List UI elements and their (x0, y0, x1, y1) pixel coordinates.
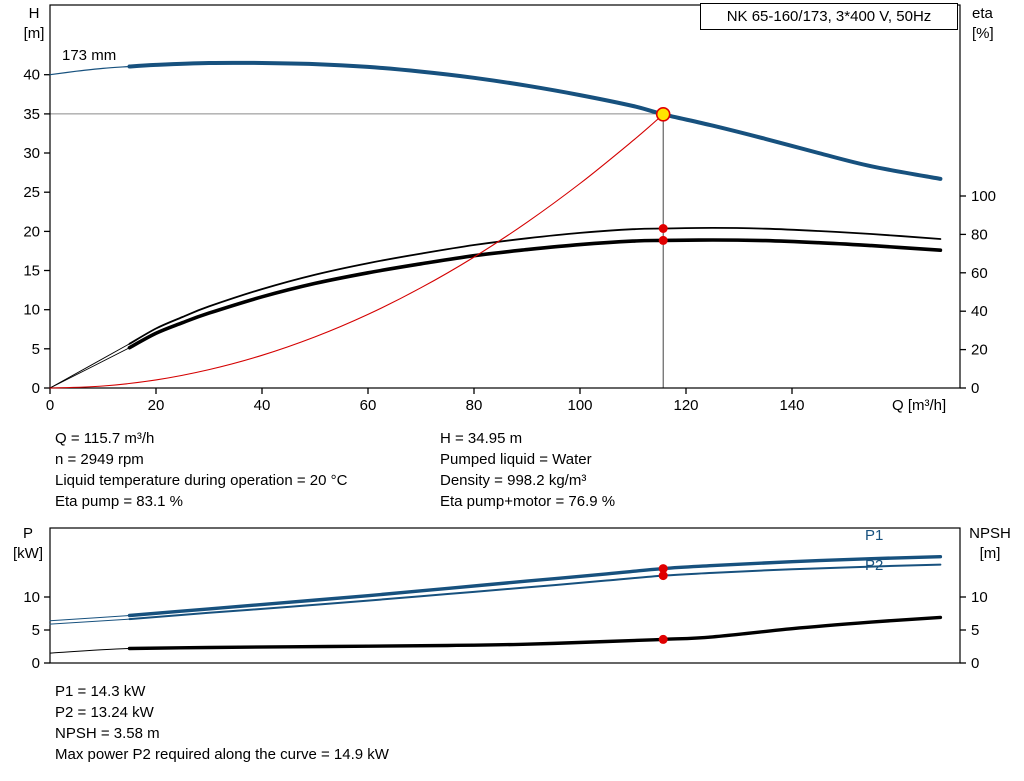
x-tick-label: 140 (779, 397, 804, 414)
x-tick-label: 40 (254, 397, 271, 414)
x-tick-label: 60 (360, 397, 377, 414)
power-axis-title: P [kW] (6, 524, 50, 564)
y-left-tick-label: 40 (23, 67, 40, 84)
power-npsh-chart: 0 5 10 0 5 10 (23, 527, 988, 672)
speed-value: n = 2949 rpm (55, 451, 144, 468)
x-tick-label: 100 (567, 397, 592, 414)
max-power-value: Max power P2 required along the curve = … (55, 746, 389, 763)
eta-axis-unit: [%] (972, 25, 994, 42)
y-right-tick-label: 0 (971, 380, 979, 397)
impeller-diameter-label: 173 mm (62, 47, 117, 64)
duty-point (655, 107, 671, 122)
p1-curve-label: P1 (865, 527, 884, 544)
y-right-tick-label: 0 (971, 655, 979, 672)
npsh-axis-unit: [m] (979, 545, 1001, 562)
y-right-tick-label: 20 (971, 342, 988, 359)
power-axis-symbol: P (22, 525, 33, 542)
y-right-tick-label: 100 (971, 188, 996, 205)
y-left-tick-label: 35 (23, 106, 40, 123)
head-eta-chart: 0 5 10 15 20 25 30 35 40 0 20 40 60 80 100 0 20 40 60 80 100… (23, 4, 996, 414)
y-left-tick-label: 0 (32, 380, 40, 397)
power-npsh-chart-frame (49, 527, 961, 664)
eta-axis-title: eta [%] (972, 4, 1012, 44)
y-right-tick-label: 80 (971, 226, 988, 243)
eta-pump-motor-curve (49, 239, 941, 389)
x-tick-label: 80 (466, 397, 483, 414)
operating-data-right: H = 34.95 m Pumped liquid = Water Densit… (440, 428, 615, 512)
pump-title-box: NK 65-160/173, 3*400 V, 50Hz (700, 3, 958, 30)
flow-value: Q = 115.7 m³/h (55, 430, 155, 447)
p1-point (658, 564, 668, 574)
p1-value: P1 = 14.3 kW (55, 683, 146, 700)
pumped-liquid-value: Pumped liquid = Water (440, 451, 592, 468)
npsh-axis-title: NPSH [m] (967, 524, 1013, 564)
head-value: H = 34.95 m (440, 430, 523, 447)
p2-value: P2 = 13.24 kW (55, 704, 154, 721)
x-tick-label: 120 (673, 397, 698, 414)
y-left-tick-label: 5 (32, 622, 40, 639)
p2-curve-label: P2 (865, 557, 884, 574)
y-left-tick-label: 5 (32, 341, 40, 358)
eta-pump-motor-value: Eta pump+motor = 76.9 % (440, 493, 616, 510)
p1-curve-thick (127, 555, 943, 618)
flow-axis-title: Q [m³/h] (892, 397, 947, 414)
y-left-tick-label: 25 (23, 184, 40, 201)
eta-pump-point (658, 224, 668, 233)
x-tick-label: 20 (148, 397, 165, 414)
head-axis-title: H [m] (16, 4, 52, 44)
head-axis-unit: [m] (23, 25, 45, 42)
eta-axis-symbol: eta (972, 5, 993, 22)
result-data-block: P1 = 14.3 kW P2 = 13.24 kW NPSH = 3.58 m… (55, 681, 389, 765)
y-right-tick-label: 40 (971, 303, 988, 320)
y-left-tick-label: 20 (23, 223, 40, 240)
pump-head-curve-thick (127, 60, 943, 181)
x-tick-label: 0 (46, 397, 54, 414)
operating-data-left: Q = 115.7 m³/h n = 2949 rpm Liquid tempe… (55, 428, 347, 512)
p2-point (658, 571, 668, 581)
y-right-tick-label: 10 (971, 589, 988, 606)
liquid-temperature-value: Liquid temperature during operation = 20… (55, 472, 348, 489)
eta-pump-value: Eta pump = 83.1 % (55, 493, 183, 510)
y-left-tick-label: 0 (32, 655, 40, 672)
npsh-axis-symbol: NPSH (969, 525, 1011, 542)
head-axis-symbol: H (28, 5, 40, 22)
y-left-tick-label: 10 (23, 302, 40, 319)
y-right-tick-label: 5 (971, 622, 979, 639)
npsh-point (658, 634, 668, 644)
y-right-tick-label: 60 (971, 265, 988, 282)
pump-title: NK 65-160/173, 3*400 V, 50Hz (726, 8, 932, 25)
p2-curve-thick (128, 563, 942, 621)
density-value: Density = 998.2 kg/m³ (440, 472, 587, 489)
affinity-parabola (49, 113, 664, 389)
eta-pump-motor-curve-thick (127, 238, 943, 350)
y-left-tick-label: 10 (23, 589, 40, 606)
eta-pump-motor-point (658, 235, 668, 245)
y-left-tick-label: 30 (23, 145, 40, 162)
eta-pump-curve-thick (128, 226, 942, 345)
npsh-curve-thick (127, 615, 943, 651)
y-left-tick-label: 15 (23, 263, 40, 280)
npsh-value: NPSH = 3.58 m (55, 725, 160, 742)
power-axis-unit: [kW] (13, 545, 43, 562)
